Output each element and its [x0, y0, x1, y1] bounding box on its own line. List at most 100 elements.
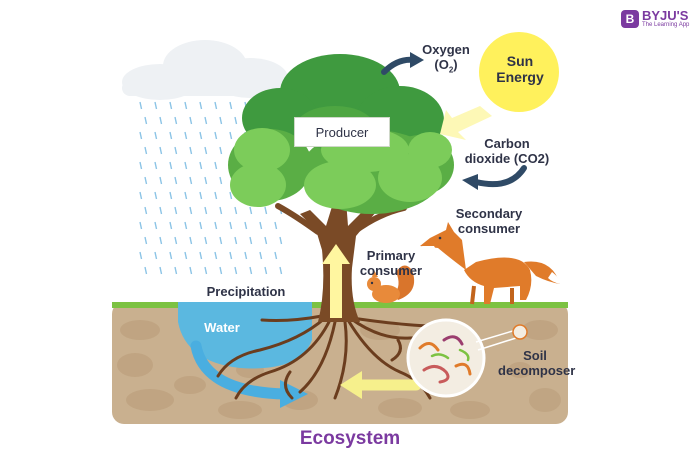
- rain-drop: [159, 206, 163, 215]
- rain-drop: [204, 176, 208, 185]
- rain-drop: [214, 191, 218, 200]
- rain-drop: [244, 221, 248, 230]
- rain-drop: [189, 206, 193, 215]
- rain-drop: [199, 101, 203, 110]
- oxygen-arrowhead: [410, 52, 424, 68]
- rain-drop: [219, 116, 223, 125]
- rain-drop: [169, 221, 173, 230]
- rain-drop: [219, 266, 223, 275]
- rain-drop: [204, 116, 208, 125]
- rain-drop: [264, 206, 268, 215]
- brand-logo-mark: B: [621, 10, 639, 28]
- rain-drop: [184, 221, 188, 230]
- cloud: [122, 40, 290, 100]
- soil-stones: [117, 320, 561, 419]
- rain-drop: [144, 266, 148, 275]
- rain-drop: [229, 101, 233, 110]
- rain-drop: [204, 236, 208, 245]
- rain-drop: [189, 176, 193, 185]
- rain-drop: [274, 251, 278, 260]
- rain-drop: [154, 101, 158, 110]
- rain-drop: [279, 236, 283, 245]
- rain-drop: [214, 251, 218, 260]
- rain-drop: [219, 146, 223, 155]
- rain-drop: [169, 191, 173, 200]
- tree-foliage: [228, 54, 454, 214]
- rain-drop: [214, 101, 218, 110]
- rain-drop: [159, 176, 163, 185]
- rain-drop: [234, 116, 238, 125]
- rain-drop: [169, 251, 173, 260]
- water-label: Water: [204, 320, 240, 335]
- carbon-dioxide-arrowhead: [462, 174, 478, 190]
- energy-up-arrow-shaft: [330, 262, 342, 318]
- rain-drop: [204, 206, 208, 215]
- rain-drop: [204, 146, 208, 155]
- grass-left: [112, 302, 182, 308]
- rain-drop: [199, 191, 203, 200]
- rain-drop: [244, 251, 248, 260]
- primary-consumer-label: Primary consumer: [359, 248, 423, 278]
- rain-drop: [174, 206, 178, 215]
- rain-drop: [279, 266, 283, 275]
- rain-drop: [144, 206, 148, 215]
- producer-label: Producer: [294, 117, 390, 147]
- rain-drop: [154, 251, 158, 260]
- rain-drop: [199, 251, 203, 260]
- soil-decomposer-label: Soil decomposer: [498, 348, 576, 378]
- rain-drop: [174, 176, 178, 185]
- carbon-dioxide-arrow: [473, 165, 527, 188]
- rain-drop: [259, 221, 263, 230]
- sun: [479, 32, 559, 112]
- rain-drop: [154, 131, 158, 140]
- grass-right: [312, 302, 568, 308]
- rain-drop: [159, 266, 163, 275]
- nutrient-flow-arrowhead: [340, 371, 362, 399]
- sun-energy-label: Sun Energy: [496, 53, 544, 85]
- rain-drop: [139, 101, 143, 110]
- rain-drop: [214, 131, 218, 140]
- rain-drop: [139, 221, 143, 230]
- rain-drop: [144, 116, 148, 125]
- rain-drop: [184, 131, 188, 140]
- rain-drop: [144, 146, 148, 155]
- rain-drop: [174, 116, 178, 125]
- rain-drop: [154, 221, 158, 230]
- rain-drop: [219, 206, 223, 215]
- soil-decomposer-magnifier: [406, 318, 528, 398]
- rain-drop: [219, 236, 223, 245]
- rain-drop: [234, 206, 238, 215]
- rain-drop: [159, 146, 163, 155]
- rain-drop: [169, 131, 173, 140]
- rain-drop: [159, 236, 163, 245]
- brand-tagline: The Learning App: [642, 22, 690, 28]
- rain-drop: [229, 251, 233, 260]
- rain-drop: [159, 116, 163, 125]
- rain-drop: [174, 236, 178, 245]
- rain-drop: [169, 161, 173, 170]
- rain-drop: [139, 251, 143, 260]
- rain-drop: [174, 146, 178, 155]
- precipitation-label: Precipitation: [206, 284, 286, 299]
- rain-drop: [264, 266, 268, 275]
- rain-drop: [264, 236, 268, 245]
- rain-drop: [189, 146, 193, 155]
- oxygen-arrow: [381, 56, 417, 75]
- secondary-consumer-label: Secondary consumer: [455, 206, 523, 236]
- rain-drop: [234, 266, 238, 275]
- rain-drop: [189, 116, 193, 125]
- rain-drop: [184, 191, 188, 200]
- brand-logo: B BYJU'S The Learning App: [621, 8, 689, 30]
- rain-drop: [139, 131, 143, 140]
- rain-drop: [214, 221, 218, 230]
- rain-drop: [139, 161, 143, 170]
- rain-drop: [144, 176, 148, 185]
- carbon-dioxide-label: Carbon dioxide (CO2): [464, 136, 550, 166]
- rain-drop: [184, 161, 188, 170]
- rain-drop: [184, 251, 188, 260]
- water-pond: [178, 302, 312, 369]
- energy-up-arrowhead: [322, 244, 350, 264]
- rain-drop: [184, 101, 188, 110]
- rain-drop: [169, 101, 173, 110]
